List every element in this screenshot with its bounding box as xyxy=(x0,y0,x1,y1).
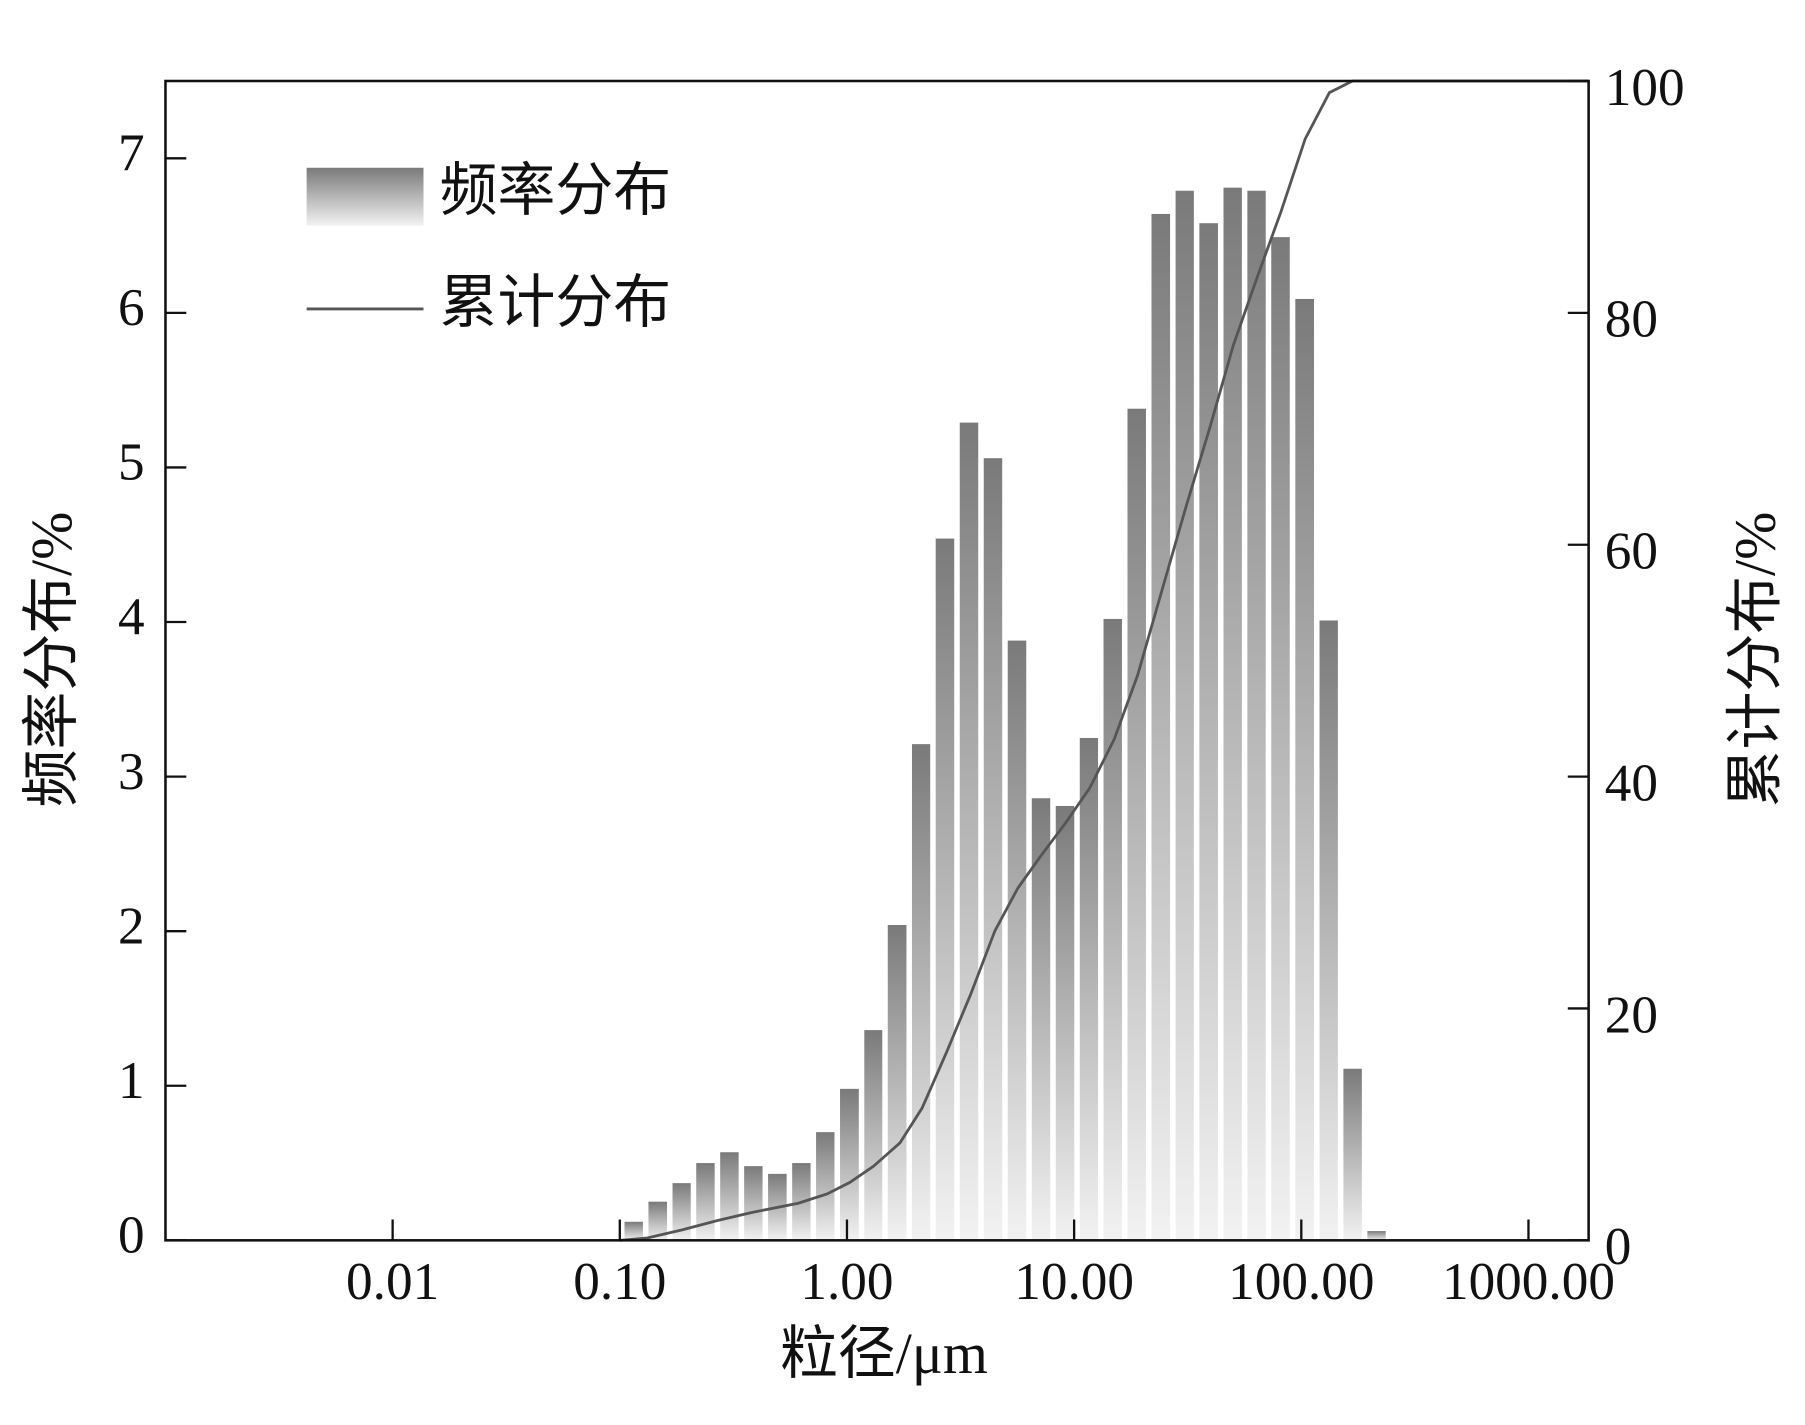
bar xyxy=(672,1183,691,1241)
bar xyxy=(864,1030,883,1241)
y2-axis-label: 累计分布/% xyxy=(1722,512,1787,808)
x-tick-label: 100.00 xyxy=(1228,1252,1374,1311)
y2-tick-label: 80 xyxy=(1605,290,1658,349)
bar xyxy=(1367,1231,1386,1241)
bar xyxy=(1223,187,1242,1241)
bar xyxy=(816,1132,835,1241)
bar xyxy=(1199,223,1218,1241)
y-tick-label: 2 xyxy=(118,896,145,955)
x-axis-label: 粒径/μm xyxy=(780,1321,988,1386)
bar xyxy=(935,538,955,1241)
y2-tick-label: 0 xyxy=(1605,1217,1632,1276)
bar xyxy=(1295,298,1314,1241)
y-tick-label: 5 xyxy=(118,433,145,492)
bar xyxy=(1127,408,1146,1241)
y2-tick-label: 40 xyxy=(1605,753,1658,812)
bar xyxy=(959,422,979,1241)
y-tick-label: 0 xyxy=(118,1206,145,1265)
y-tick-label: 7 xyxy=(118,124,145,183)
bar xyxy=(1079,737,1099,1241)
bar xyxy=(1271,237,1290,1241)
bar xyxy=(1319,620,1338,1241)
bar xyxy=(1103,618,1122,1241)
x-tick-label: 10.00 xyxy=(1014,1252,1134,1311)
y-tick-label: 6 xyxy=(118,278,145,337)
bar xyxy=(911,744,931,1241)
bar xyxy=(1343,1068,1362,1241)
y2-tick-label: 60 xyxy=(1605,522,1658,581)
bar xyxy=(1007,640,1027,1241)
x-tick-label: 1.00 xyxy=(800,1252,893,1311)
bar xyxy=(1055,805,1075,1241)
legend-label: 频率分布 xyxy=(440,158,671,223)
x-tick-label: 0.01 xyxy=(346,1252,439,1311)
bar xyxy=(696,1163,715,1241)
bar xyxy=(648,1201,668,1241)
bar xyxy=(983,458,1003,1241)
y-tick-label: 3 xyxy=(118,742,145,801)
bar xyxy=(1247,190,1266,1241)
bar xyxy=(1151,213,1171,1241)
bar xyxy=(1175,190,1194,1241)
y-axis-label: 频率分布/% xyxy=(19,512,84,808)
cumulative-line xyxy=(619,79,1589,1242)
bar xyxy=(624,1221,643,1241)
y-tick-label: 1 xyxy=(118,1051,145,1110)
bar xyxy=(887,924,907,1241)
legend-label: 累计分布 xyxy=(440,270,671,335)
bar xyxy=(720,1152,739,1241)
legend-swatch xyxy=(306,167,424,226)
x-tick-label: 0.10 xyxy=(573,1252,666,1311)
y2-tick-label: 20 xyxy=(1605,985,1658,1044)
plot-frame xyxy=(164,79,1590,1242)
y-tick-label: 4 xyxy=(118,587,145,646)
bar xyxy=(744,1166,763,1241)
x-tick-label: 1000.00 xyxy=(1442,1252,1615,1311)
bar xyxy=(840,1088,859,1241)
bar xyxy=(1031,798,1051,1241)
y2-tick-label: 100 xyxy=(1605,58,1685,117)
